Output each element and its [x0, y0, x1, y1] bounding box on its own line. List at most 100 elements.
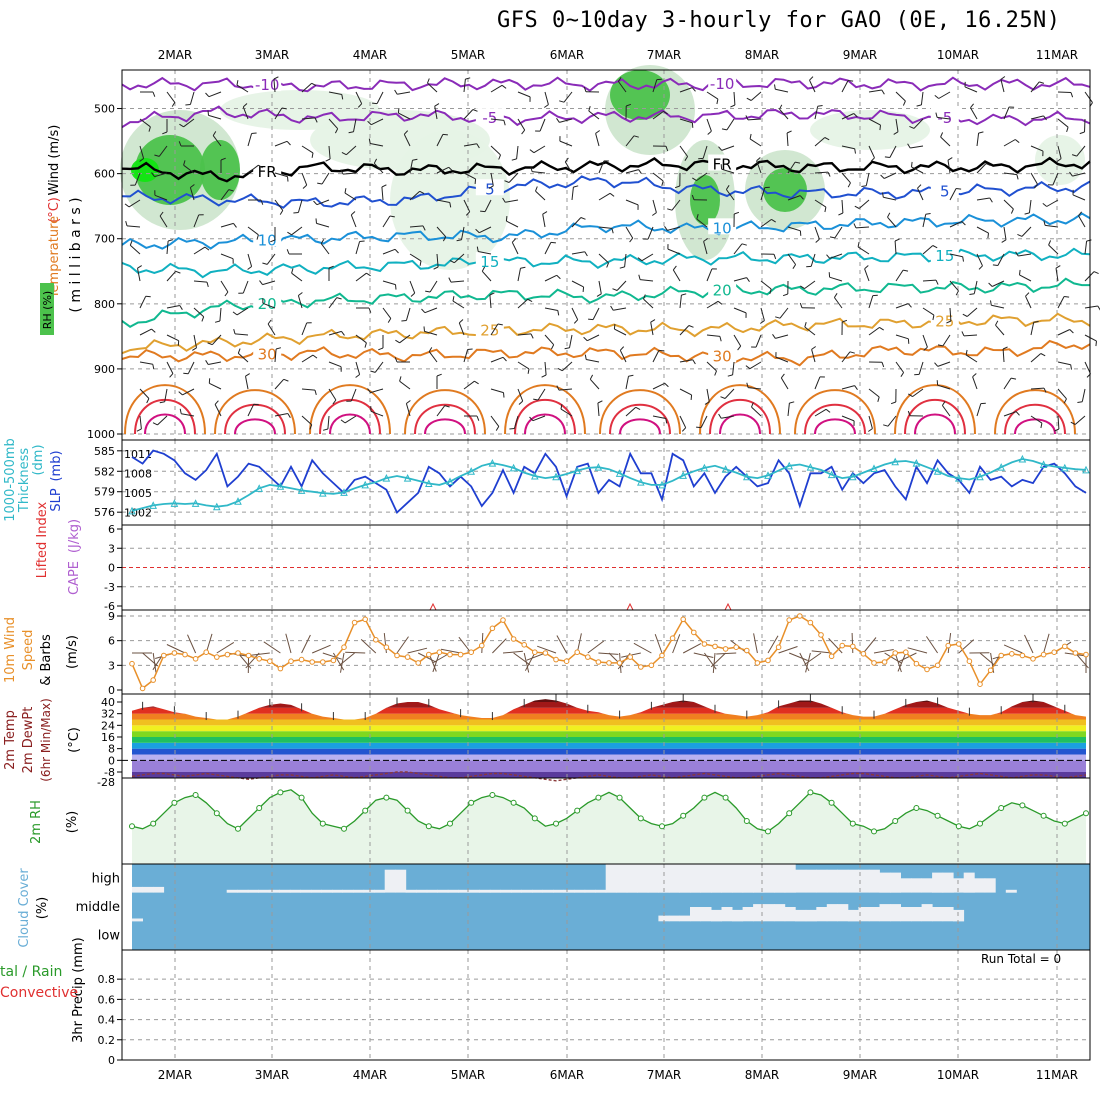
wind-barb: [895, 118, 899, 132]
wind-barb: [478, 251, 492, 255]
wind-barb: [1019, 274, 1032, 282]
wind-barb: [706, 388, 710, 402]
wind-barb: [298, 292, 303, 296]
rh-point: [892, 818, 899, 824]
wind-barb: [560, 404, 563, 410]
wind-barb: [511, 158, 517, 161]
wind-barb: [242, 106, 249, 120]
wind-barb: [782, 293, 788, 297]
wind-barb: [1018, 253, 1032, 257]
cloud-gap: [774, 904, 786, 922]
wind-barb: [406, 400, 411, 404]
wind-barb: [332, 399, 337, 405]
wind-speed-point: [468, 649, 475, 656]
wind-barb: [583, 86, 587, 92]
wind-barb: [995, 324, 1005, 336]
axis-label-wind-barbs: & Barbs: [39, 634, 54, 686]
wind-speed-point: [563, 658, 570, 665]
wind-barb: [937, 384, 951, 390]
wind-barb: [1057, 361, 1071, 366]
wind-barb: [810, 253, 816, 267]
cloud-gap: [311, 889, 322, 893]
wind-barb: [208, 361, 222, 365]
wind-barb: [947, 160, 951, 174]
wind-barb: [571, 307, 579, 320]
wind-barb: [985, 163, 991, 167]
wind-barb: [978, 131, 984, 134]
wind-barb: [664, 382, 669, 388]
rh-shade: [763, 168, 807, 212]
wind-barb: [368, 307, 372, 313]
wind-barb: [1030, 172, 1038, 185]
wind-barb: [1043, 115, 1047, 121]
wind-barb: [193, 246, 206, 255]
thickness-marker: [424, 479, 433, 488]
hot-contour: [599, 389, 681, 435]
wind-barb: [995, 320, 999, 326]
date-label: 10MAR: [936, 48, 980, 62]
wind-barb: [542, 211, 548, 215]
wind-tick-label: 6: [108, 635, 115, 648]
cloud-gap: [711, 864, 722, 893]
isotherm-line: [121, 277, 1090, 328]
hot-contour: [504, 384, 586, 435]
wind-barb: [964, 86, 978, 93]
wind-barb: [237, 352, 249, 363]
wind-barb: [448, 166, 453, 172]
rh-line: [131, 789, 1087, 833]
rh-point: [362, 807, 369, 814]
thickness-marker: [318, 488, 327, 497]
wind-barb: [778, 646, 798, 654]
wind-barb: [937, 344, 944, 347]
thickness-marker: [212, 502, 221, 511]
wind-barb: [838, 212, 844, 216]
wind-barb: [963, 334, 978, 337]
wind-barb: [424, 307, 438, 314]
wind-barb: [185, 104, 191, 106]
wind-speed-point: [638, 664, 644, 670]
axis-label-rh2m: 2m RH: [29, 800, 44, 844]
wind-barb: [183, 164, 195, 174]
wind-barb: [530, 333, 534, 339]
wind-barb: [322, 428, 329, 431]
wind-barb: [814, 376, 821, 390]
wind-barb: [598, 160, 605, 174]
wind-barb: [887, 216, 897, 228]
wind-barb: [598, 192, 611, 201]
wind-barb: [857, 246, 870, 255]
wind-barb: [476, 246, 479, 252]
hot-contour: [524, 413, 566, 435]
wind-barb: [526, 652, 546, 661]
wind-barb: [1084, 118, 1086, 133]
wind-barb: [587, 334, 600, 342]
wind-barb: [475, 228, 480, 234]
wind-barb: [654, 634, 663, 654]
wind-barb: [911, 161, 913, 167]
wind-speed-point: [415, 660, 422, 666]
wind-barb: [561, 361, 573, 372]
wind-barb: [535, 190, 546, 201]
wind-barb: [1043, 387, 1047, 393]
wind-barb: [858, 199, 870, 209]
wind-speed-point: [881, 659, 888, 665]
wind-barb: [883, 424, 889, 427]
wind-barb: [814, 408, 827, 417]
wind-barb: [1021, 226, 1032, 237]
wind-barb: [273, 78, 276, 93]
rh-point: [468, 799, 475, 806]
wind-barb: [625, 406, 637, 417]
wind-barb: [1001, 239, 1007, 243]
wind-barb: [192, 347, 197, 351]
cloud-gap: [795, 869, 807, 893]
wind-barb: [1030, 145, 1044, 152]
wind-barb: [220, 157, 226, 161]
wind-barb: [541, 374, 547, 378]
wind-barb: [463, 349, 469, 363]
rh-point: [680, 812, 687, 819]
wind-barb: [291, 268, 294, 274]
wind-barb: [598, 280, 602, 294]
wind-barb: [854, 205, 860, 209]
wind-barb: [890, 401, 896, 405]
wind-barb: [399, 376, 402, 382]
wind-barb: [1055, 268, 1059, 282]
